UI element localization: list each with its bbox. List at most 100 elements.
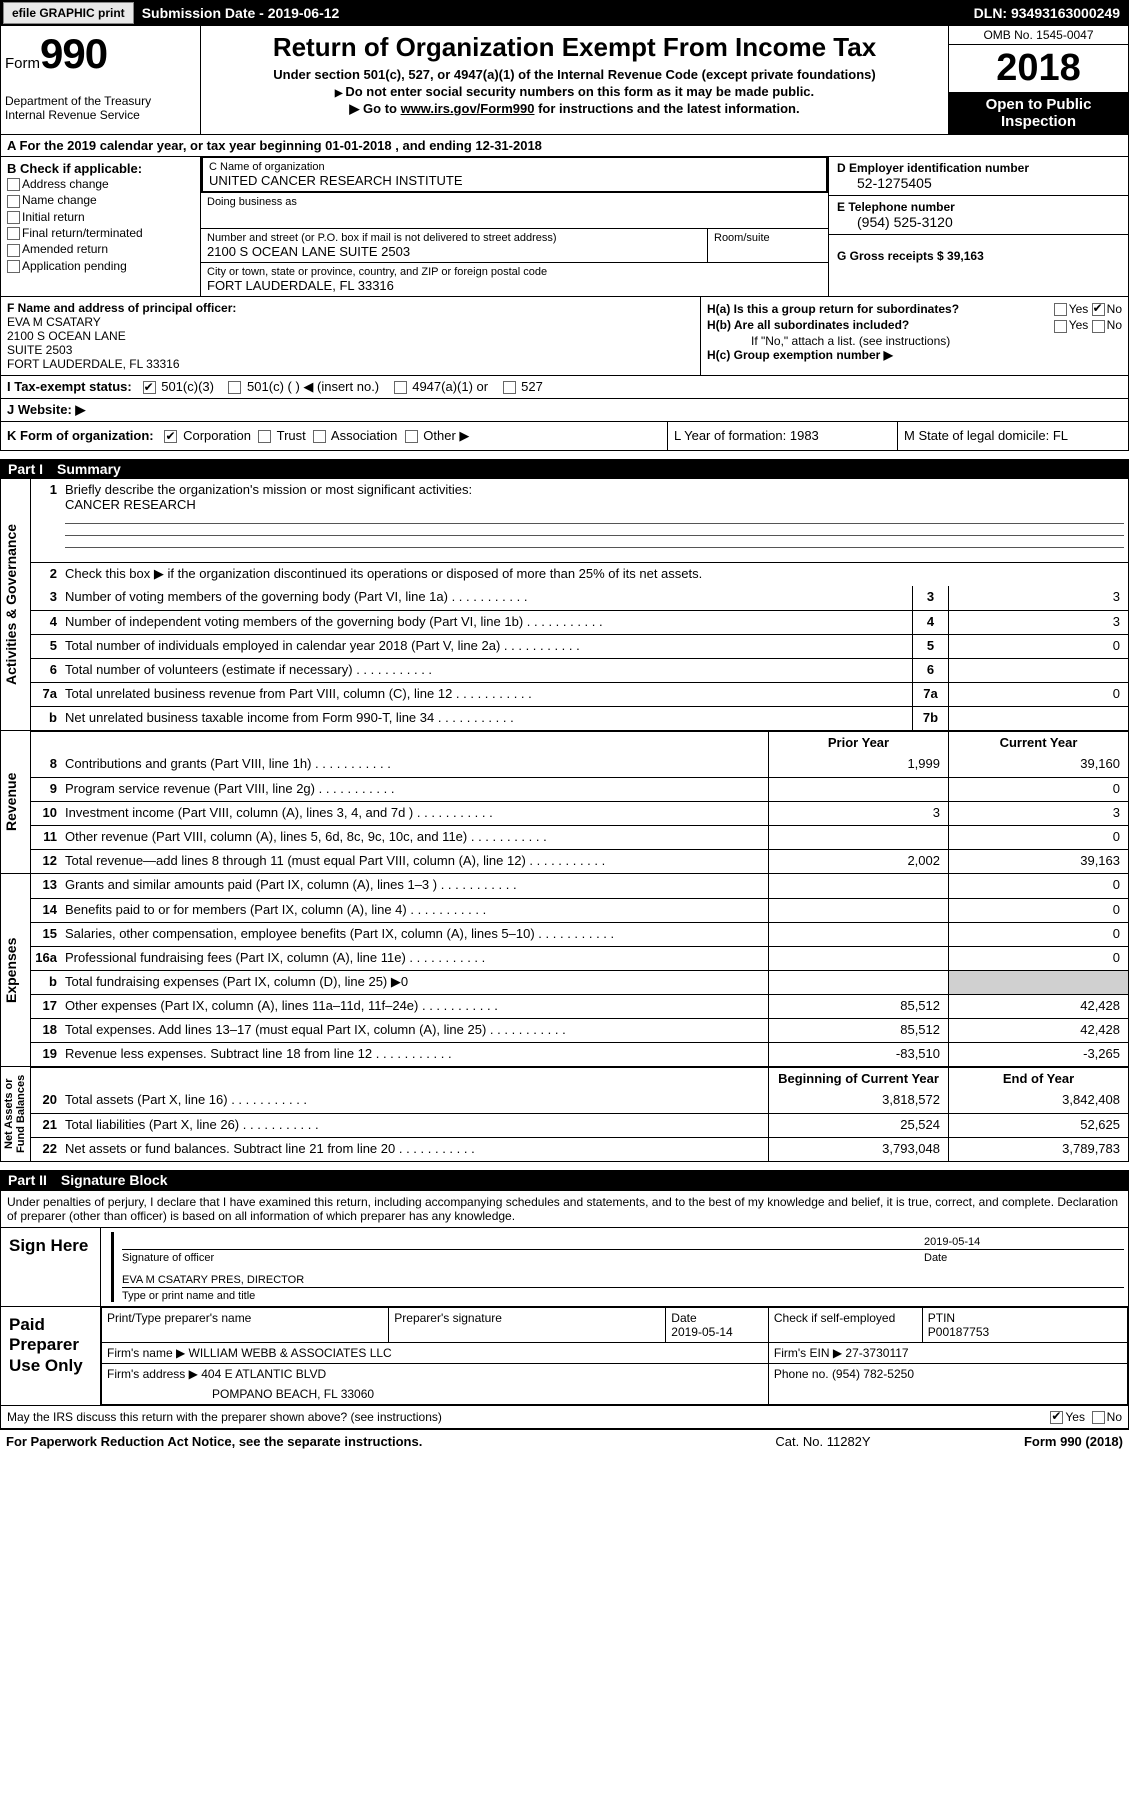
part1-title: Summary (57, 461, 121, 477)
i-501c3[interactable]: 501(c)(3) (161, 379, 214, 394)
ptin-label: PTIN (928, 1311, 955, 1325)
revenue-header-row: Prior Year Current Year (31, 731, 1128, 753)
i-501c[interactable]: 501(c) ( ) ◀ (insert no.) (247, 379, 379, 394)
row-ij: I Tax-exempt status: 501(c)(3) 501(c) ( … (0, 375, 1129, 422)
ein-value: 52-1275405 (837, 175, 1120, 191)
paid-preparer-row: Paid Preparer Use Only Print/Type prepar… (1, 1306, 1128, 1405)
sub3-pre: Go to (363, 101, 401, 116)
sub3-post: for instructions and the latest informat… (534, 101, 799, 116)
expense-row: 18Total expenses. Add lines 13–17 (must … (31, 1018, 1128, 1042)
k-corp[interactable]: Corporation (183, 428, 251, 443)
org-name-value: UNITED CANCER RESEARCH INSTITUTE (209, 173, 820, 188)
row-fh: F Name and address of principal officer:… (0, 297, 1129, 375)
tel-value: (954) 525-3120 (837, 214, 1120, 230)
col-end-year: End of Year (948, 1068, 1128, 1089)
part2-label: Part II (8, 1172, 61, 1188)
discuss-no[interactable]: No (1107, 1410, 1122, 1424)
summary-row: 7aTotal unrelated business revenue from … (31, 682, 1128, 706)
submission-date: Submission Date - 2019-06-12 (136, 5, 966, 21)
city-label: City or town, state or province, country… (207, 266, 822, 278)
col-current-year: Current Year (948, 732, 1128, 753)
row-l: L Year of formation: 1983 (668, 422, 898, 450)
summary-row: 6Total number of volunteers (estimate if… (31, 658, 1128, 682)
dept-treasury: Department of the Treasury Internal Reve… (5, 94, 196, 122)
sig-name: EVA M CSATARY PRES, DIRECTOR (122, 1272, 1124, 1288)
l2-text: Check this box ▶ if the organization dis… (61, 563, 1128, 586)
gross-box: G Gross receipts $ 39,163 (829, 235, 1128, 296)
cb-application-pending[interactable]: Application pending (7, 258, 194, 274)
row-k: K Form of organization: Corporation Trus… (1, 422, 668, 450)
prep-sig-label: Preparer's signature (389, 1308, 666, 1343)
org-name-box: C Name of organization UNITED CANCER RES… (201, 157, 828, 193)
firm-addr-label: Firm's address ▶ (107, 1367, 198, 1381)
revenue-block: Revenue Prior Year Current Year 8Contrib… (0, 731, 1129, 874)
col-c: C Name of organization UNITED CANCER RES… (201, 157, 828, 296)
k-trust[interactable]: Trust (277, 428, 306, 443)
topbar: efile GRAPHIC print Submission Date - 20… (0, 0, 1129, 26)
form-number: 990 (40, 30, 107, 77)
sig-date-label: Date (924, 1252, 1124, 1264)
efile-button[interactable]: efile GRAPHIC print (3, 2, 134, 24)
h-note: If "No," attach a list. (see instruction… (707, 334, 1122, 348)
i-527[interactable]: 527 (521, 379, 543, 394)
row-m: M State of legal domicile: FL (898, 422, 1128, 450)
l1-label: Briefly describe the organization's miss… (65, 482, 472, 497)
cb-name-change[interactable]: Name change (7, 192, 194, 208)
f-lines: EVA M CSATARY 2100 S OCEAN LANE SUITE 25… (7, 315, 694, 371)
form-title: Return of Organization Exempt From Incom… (207, 32, 942, 63)
cb-initial-return[interactable]: Initial return (7, 209, 194, 225)
irs-link[interactable]: www.irs.gov/Form990 (401, 101, 535, 116)
ha-yes[interactable]: Yes (1069, 302, 1089, 316)
col-de: D Employer identification number 52-1275… (828, 157, 1128, 296)
side-label-expenses: Expenses (1, 874, 31, 1066)
street-value: 2100 S OCEAN LANE SUITE 2503 (207, 244, 701, 259)
prep-date-value: 2019-05-14 (671, 1325, 732, 1339)
f-label: F Name and address of principal officer: (7, 301, 236, 315)
hb-yes[interactable]: Yes (1069, 318, 1089, 332)
col-beginning-year: Beginning of Current Year (768, 1068, 948, 1089)
i-4947[interactable]: 4947(a)(1) or (412, 379, 488, 394)
part1-header: Part I Summary (0, 459, 1129, 479)
i-label: I Tax-exempt status: (7, 379, 132, 394)
summary-row: 3Number of voting members of the governi… (31, 586, 1128, 610)
b-header: B Check if applicable: (7, 161, 194, 176)
ha-no[interactable]: No (1107, 302, 1122, 316)
city-value: FORT LAUDERDALE, FL 33316 (207, 278, 822, 293)
part1-label: Part I (8, 461, 57, 477)
netassets-row: 21Total liabilities (Part X, line 26)25,… (31, 1113, 1128, 1137)
declaration-text: Under penalties of perjury, I declare th… (1, 1191, 1128, 1227)
k-other[interactable]: Other ▶ (423, 428, 469, 443)
part2-header: Part II Signature Block (0, 1170, 1129, 1190)
street-label: Number and street (or P.O. box if mail i… (207, 232, 701, 244)
netassets-block: Net Assets or Fund Balances Beginning of… (0, 1067, 1129, 1162)
revenue-row: 9Program service revenue (Part VIII, lin… (31, 777, 1128, 801)
sign-here-label: Sign Here (1, 1228, 101, 1306)
prep-name-label: Print/Type preparer's name (102, 1308, 389, 1343)
hb-no[interactable]: No (1107, 318, 1122, 332)
cb-address-change[interactable]: Address change (7, 176, 194, 192)
discuss-yes[interactable]: Yes (1065, 1410, 1085, 1424)
discuss-question: May the IRS discuss this return with the… (7, 1410, 1050, 1424)
omb-number: OMB No. 1545-0047 (949, 26, 1128, 45)
k-assoc[interactable]: Association (331, 428, 397, 443)
dln: DLN: 93493163000249 (966, 5, 1128, 21)
open-inspection: Open to Public Inspection (949, 92, 1128, 134)
self-emp-check[interactable]: Check if self-employed (774, 1311, 895, 1325)
ein-box: D Employer identification number 52-1275… (829, 157, 1128, 196)
section-bcde: B Check if applicable: Address change Na… (0, 157, 1129, 297)
paperwork-notice: For Paperwork Reduction Act Notice, see … (0, 1429, 1129, 1453)
firm-addr-value2: POMPANO BEACH, FL 33060 (102, 1384, 769, 1405)
row-i: I Tax-exempt status: 501(c)(3) 501(c) ( … (1, 375, 1128, 398)
cb-amended-return[interactable]: Amended return (7, 241, 194, 257)
firm-name-value: WILLIAM WEBB & ASSOCIATES LLC (189, 1346, 392, 1360)
cb-final-return[interactable]: Final return/terminated (7, 225, 194, 241)
footer-discuss: May the IRS discuss this return with the… (0, 1406, 1129, 1429)
form-ref: Form 990 (2018) (923, 1434, 1123, 1449)
phone-value: (954) 782-5250 (832, 1367, 914, 1381)
subtitle-1: Under section 501(c), 527, or 4947(a)(1)… (207, 67, 942, 82)
form-header: Form990 Department of the Treasury Inter… (0, 26, 1129, 135)
expense-row: 13Grants and similar amounts paid (Part … (31, 874, 1128, 898)
part2-title: Signature Block (61, 1172, 168, 1188)
row-klm: K Form of organization: Corporation Trus… (0, 422, 1129, 451)
netassets-row: 20Total assets (Part X, line 16)3,818,57… (31, 1089, 1128, 1113)
